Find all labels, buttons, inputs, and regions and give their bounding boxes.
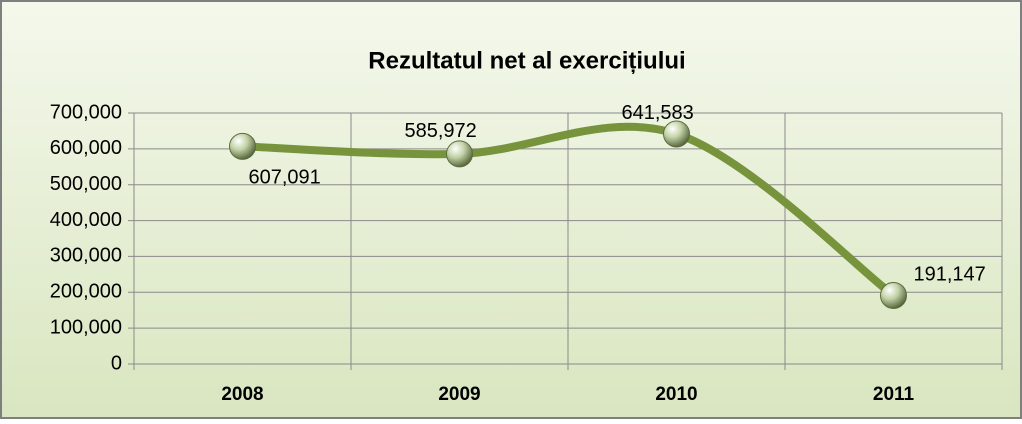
data-label: 607,091 xyxy=(249,167,321,189)
y-tick-label: 600,000 xyxy=(50,137,122,159)
marker xyxy=(229,132,256,160)
y-tick-label: 700,000 xyxy=(50,101,122,123)
data-label: 585,972 xyxy=(405,120,477,142)
marker xyxy=(880,281,907,309)
data-label: 641,583 xyxy=(622,102,694,124)
line xyxy=(238,122,898,300)
y-tick-label: 100,000 xyxy=(50,316,122,338)
marker xyxy=(446,140,473,168)
marker xyxy=(663,120,690,148)
y-tick-label: 400,000 xyxy=(50,209,122,231)
x-tick-label: 2009 xyxy=(438,384,480,405)
data-label: 191,147 xyxy=(914,264,986,286)
y-tick-label: 200,000 xyxy=(50,281,122,303)
x-tick-label: 2011 xyxy=(873,384,915,405)
x-tick-label: 2010 xyxy=(655,384,697,405)
chart-title: Rezultatul net al exercițiului xyxy=(368,47,685,74)
x-tick-label: 2008 xyxy=(221,384,263,405)
y-tick-label: 0 xyxy=(111,352,122,374)
y-tick-label: 500,000 xyxy=(50,173,122,195)
y-tick-label: 300,000 xyxy=(50,245,122,267)
